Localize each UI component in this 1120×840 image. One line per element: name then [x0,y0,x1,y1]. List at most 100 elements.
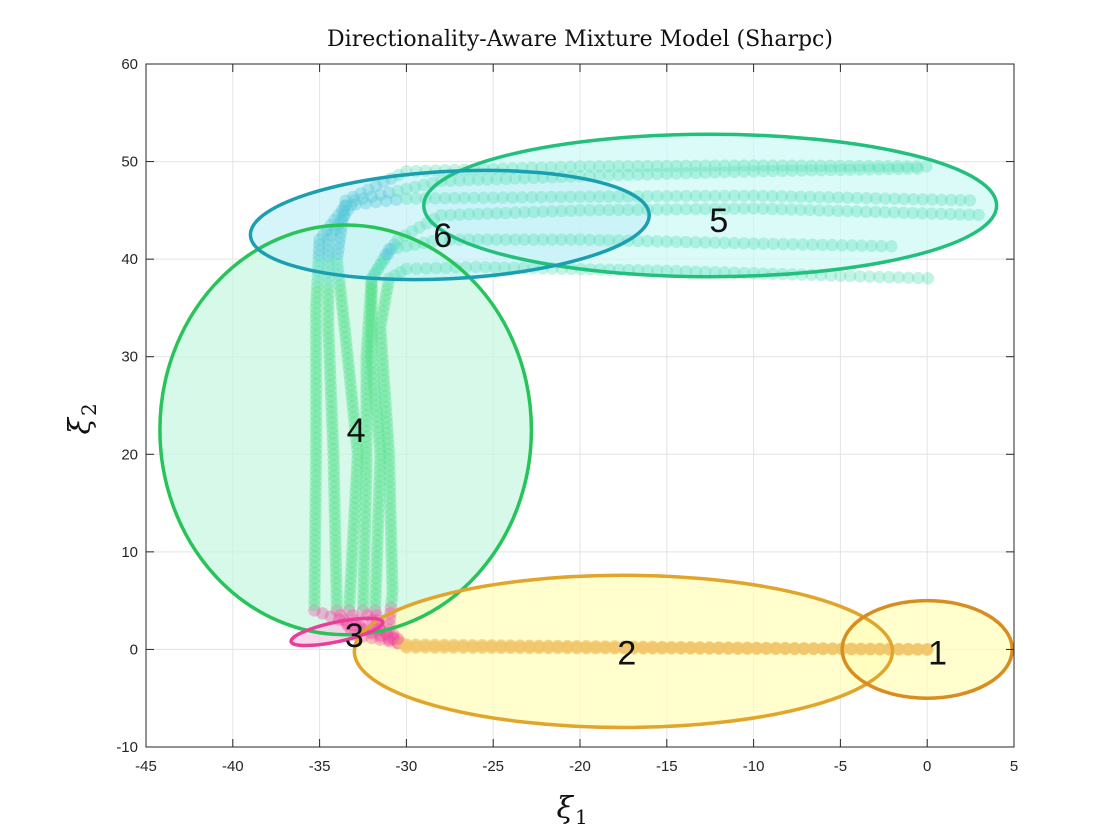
trajectory-2-point [322,310,335,323]
trajectory-2-point [391,184,404,198]
trajectory-4-point [356,598,370,612]
trajectory-5-point [372,491,386,504]
trajectory-6-point [670,264,683,278]
trajectory-1-point [309,437,323,450]
trajectory-4-point [363,298,377,311]
trajectory-4-point [708,202,722,216]
trajectory-4-point [360,382,373,395]
trajectory-6-point [383,464,396,477]
trajectory-1-point [731,641,745,654]
trajectory-5-point [536,233,550,246]
trajectory-5-point [366,361,379,374]
trajectory-1-point [309,512,322,526]
trajectory-1-point [349,619,362,632]
trajectory-3-point [338,320,351,333]
component-5-label: 5 [709,202,728,240]
trajectory-2-point [326,432,340,445]
trajectory-1-point [627,640,640,653]
trajectory-6-point [523,641,536,655]
trajectory-5-point [679,235,693,249]
trajectory-6-point [873,270,886,284]
trajectory-2-point [627,640,640,653]
trajectory-2-point [328,501,341,515]
trajectory-6-point [457,641,470,654]
trajectory-1-point [309,485,322,499]
trajectory-4-point [712,641,726,655]
trajectory-4-point [388,238,401,251]
trajectory-5-point [365,340,378,353]
trajectory-4-point [636,641,650,654]
trajectory-5-point [757,237,770,250]
trajectory-5-point [741,642,754,655]
trajectory-4-point [428,639,442,652]
trajectory-5-point [564,233,577,246]
trajectory-4-point [555,204,568,218]
trajectory-3-point [921,643,934,656]
trajectory-2-point [523,639,536,652]
trajectory-6-point [921,272,935,285]
trajectory-5-point [646,642,659,655]
trajectory-1-point [826,642,839,655]
trajectory-5-point [875,239,888,253]
trajectory-6-point [504,641,517,655]
trajectory-3-point [872,159,885,173]
trajectory-5-point [369,399,383,412]
trajectory-6-point [627,642,640,655]
trajectory-2-point [322,277,335,290]
component-3-outline [289,616,385,648]
trajectory-2-point [807,642,820,655]
trajectory-5-point [532,641,546,655]
trajectory-6-point [378,384,391,398]
trajectory-1-point [573,190,587,203]
trajectory-5-point [382,243,396,256]
trajectory-3-point [409,640,423,653]
trajectory-2-point [327,469,341,483]
trajectory-1-point [309,518,322,531]
trajectory-4-point [580,640,593,654]
trajectory-6-point [385,535,398,548]
trajectory-1-point [309,372,323,385]
trajectory-5-point [372,496,385,509]
trajectory-2-point [325,405,338,419]
x-tick-label: -15 [656,758,678,775]
trajectory-6-point [665,642,678,655]
trajectory-3-point [573,160,587,173]
trajectory-5-point [370,404,383,418]
trajectory-3-point [747,159,760,172]
trajectory-4-point [670,203,683,216]
trajectory-5-point [365,298,378,311]
trajectory-6-point [379,395,392,408]
trajectory-5-point [373,475,386,488]
trajectory-1-point [390,193,403,206]
trajectory-3-point [824,159,837,173]
trajectory-6-point [684,642,697,655]
trajectory-5-point [369,588,382,601]
trajectory-4-point [447,639,460,653]
trajectory-1-point [324,610,337,623]
trajectory-4-point [494,640,508,653]
trajectory-1-point [409,638,423,651]
trajectory-4-point [360,361,373,374]
trajectory-4-point [360,409,373,422]
trajectory-1-point [391,635,404,648]
trajectory-5-point [370,566,383,579]
trajectory-3-point [339,194,352,207]
trajectory-3-point [542,641,555,654]
trajectory-5-point [855,239,869,252]
trajectory-1-point [458,191,471,205]
trajectory-1-point [902,643,915,656]
trajectory-2-point [341,204,355,217]
trajectory-6-point [382,442,395,456]
trajectory-5-point [737,237,751,250]
x-tick-label: 5 [1010,758,1018,775]
y-axis-label-subscript: 2 [77,403,101,416]
trajectory-2-point [542,639,555,653]
trajectory-3-point [570,641,584,654]
trajectory-1-point [718,189,731,203]
trajectory-1-point [309,528,322,542]
trajectory-3-point [345,561,358,574]
trajectory-6-point [385,546,398,559]
trajectory-5-point [513,641,527,655]
trajectory-5-point [551,641,565,655]
trajectory-3-point [655,641,669,655]
